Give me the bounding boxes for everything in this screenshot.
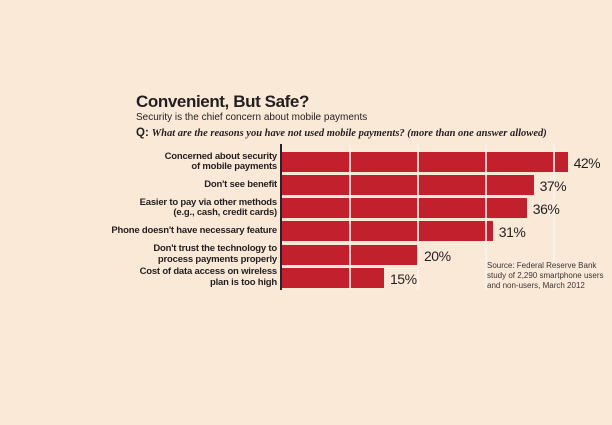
bar-value-label: 31%	[498, 224, 526, 241]
bar-value-label: 36%	[532, 201, 560, 218]
gridline-10-percent	[349, 144, 351, 290]
bar-6	[282, 267, 384, 288]
survey-question: Q: What are the reasons you have not used…	[136, 127, 547, 139]
question-text: What are the reasons you have not used m…	[151, 128, 547, 139]
source-line: study of 2,290 smartphone users	[487, 271, 604, 280]
gridline-20-percent	[417, 144, 419, 290]
source-note: Source: Federal Reserve Bank study of 2,…	[487, 261, 604, 291]
y-axis-line	[280, 144, 282, 290]
bar-category-label: Cost of data access on wireless plan is t…	[139, 266, 278, 288]
bar-category-label: Easier to pay via other methods (e.g., ca…	[139, 196, 278, 219]
chart-title: Convenient, But Safe?	[136, 92, 309, 111]
bar-value-label: 15%	[390, 270, 417, 287]
bar-category-label: Concerned about security of mobile paymen…	[164, 150, 278, 172]
gridline-30-percent	[485, 144, 487, 290]
chart-subtitle: Security is the chief concern about mobi…	[136, 112, 368, 123]
bar-3	[282, 198, 527, 219]
source-line: Source: Federal Reserve Bank	[487, 261, 597, 270]
source-line: and non-users, March 2012	[487, 281, 585, 290]
bar-category-label: Don't trust the technology to process pay…	[153, 243, 277, 265]
bar-value-label: 20%	[424, 247, 451, 264]
bar-category-label: Phone doesn't have necessary feature	[111, 225, 277, 237]
bar-category-label: Don't see benefit	[204, 178, 277, 190]
bar-2	[282, 175, 534, 196]
bar-value-label: 42%	[573, 155, 601, 171]
bar-4	[282, 221, 493, 242]
bar-1	[282, 152, 568, 172]
gridline-40-percent	[553, 144, 555, 290]
question-prefix: Q:	[136, 127, 149, 139]
bar-value-label: 37%	[539, 178, 567, 195]
